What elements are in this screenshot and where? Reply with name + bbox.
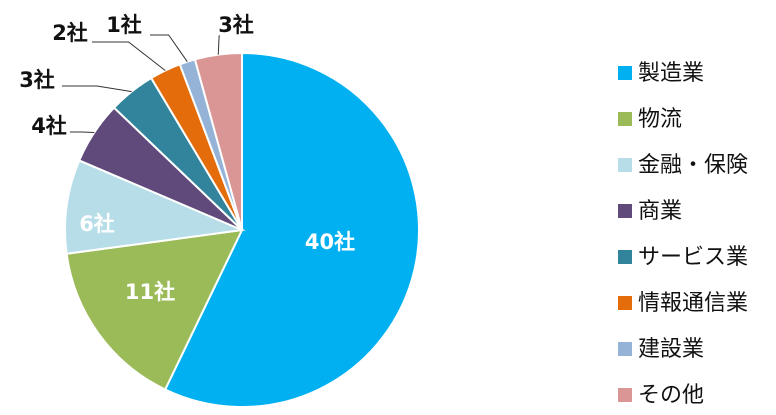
legend-swatch (618, 66, 632, 80)
legend-label: 情報通信業 (638, 291, 748, 316)
legend-label: 商業 (638, 199, 682, 224)
legend-swatch (618, 388, 632, 402)
leader-line (217, 35, 220, 55)
data-label: 11社 (125, 280, 175, 304)
legend-swatch (618, 342, 632, 356)
legend-swatch (618, 112, 632, 126)
legend-swatch (618, 204, 632, 218)
legend-label: サービス業 (638, 245, 748, 270)
legend-label: 製造業 (638, 61, 704, 86)
data-label: 1社 (106, 13, 142, 37)
data-label: 4社 (31, 114, 67, 138)
pie-slice (163, 51, 420, 408)
legend-swatch (618, 250, 632, 264)
leader-line (92, 41, 166, 71)
legend-label: 金融・保険 (638, 153, 748, 178)
data-label: 6社 (79, 212, 115, 236)
legend-swatch (618, 158, 632, 172)
leader-lines (62, 34, 220, 133)
leader-line (62, 85, 132, 93)
legend-swatch (618, 296, 632, 310)
data-label: 3社 (19, 68, 55, 92)
pie-slice (193, 51, 243, 231)
leader-line (150, 34, 188, 62)
legend-label: 物流 (638, 107, 682, 132)
data-labels: 40社 11社 6社 4社 3社 2社 1社 3社 (19, 13, 355, 304)
slices-layer (64, 51, 420, 408)
data-label: 3社 (218, 13, 254, 37)
pie-slice (64, 159, 246, 255)
pie-slice (65, 228, 244, 391)
legend-label: その他 (638, 383, 704, 408)
data-label: 2社 (52, 21, 88, 45)
legend-label: 建設業 (638, 337, 704, 362)
data-label: 40社 (305, 230, 355, 254)
